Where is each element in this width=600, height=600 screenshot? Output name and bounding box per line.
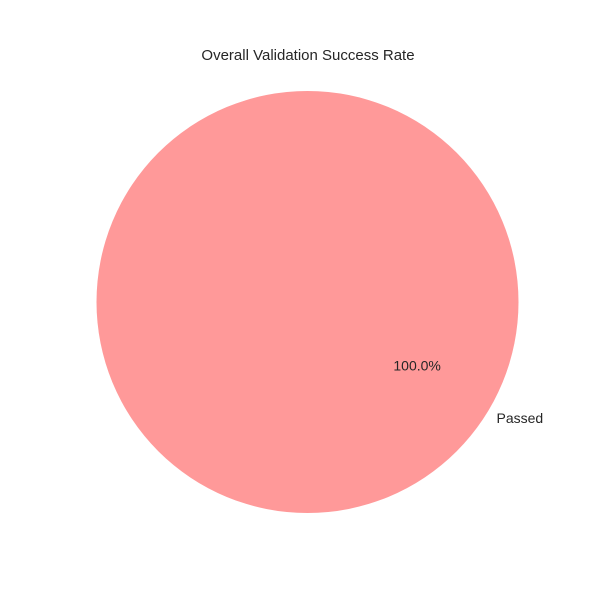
chart-title: Overall Validation Success Rate (201, 47, 415, 64)
pie-percent-label: 100.0% (393, 357, 440, 373)
pie-slice-passed (96, 91, 519, 513)
pie-category-label: Passed (497, 410, 544, 426)
